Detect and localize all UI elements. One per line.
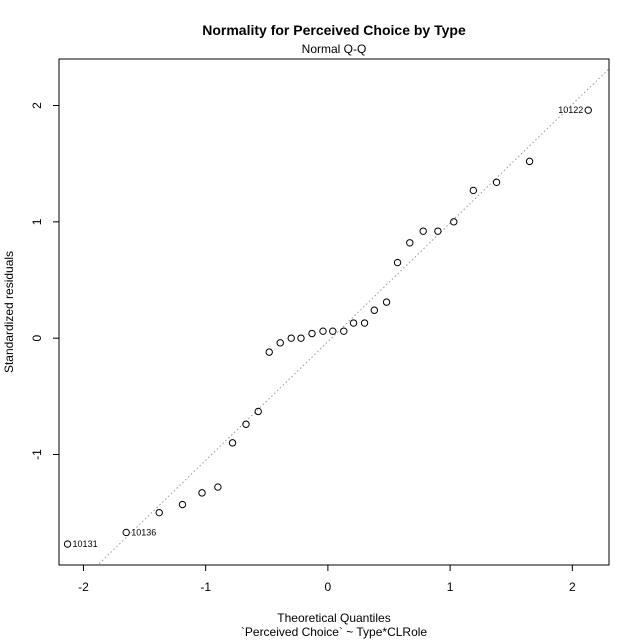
- data-point: [178, 500, 187, 509]
- y-tick-label: 0: [30, 335, 44, 342]
- x-tick-label: -2: [78, 580, 89, 594]
- reference-line: [97, 68, 609, 565]
- x-axis: -2 -1 0 1 2: [78, 565, 576, 594]
- data-points: 10131 10136 10122: [63, 105, 592, 549]
- data-point: [254, 407, 262, 416]
- y-axis: -1 0 1 2: [30, 102, 59, 460]
- x-tick-label: 0: [325, 580, 332, 594]
- data-point: [155, 508, 163, 517]
- x-tick-label: 2: [569, 580, 576, 594]
- y-tick-label: 1: [30, 218, 44, 225]
- data-point: [242, 420, 250, 428]
- chart-title: Normality for Perceived Choice by Type: [202, 22, 466, 38]
- data-point: [228, 439, 237, 447]
- data-point: [340, 327, 348, 335]
- data-point: [319, 327, 327, 335]
- x-tick-label: 1: [447, 580, 454, 594]
- point-label: 10131: [73, 539, 98, 549]
- data-point: [469, 186, 478, 195]
- data-point: [382, 298, 391, 306]
- data-point: [63, 540, 72, 548]
- plot-frame: [58, 58, 610, 566]
- data-point: [265, 348, 273, 356]
- data-point: [492, 178, 501, 187]
- y-axis-label: Standardized residuals: [2, 251, 16, 373]
- data-point: [276, 339, 284, 347]
- point-label: 10122: [558, 105, 583, 115]
- data-point: [214, 483, 222, 491]
- x-axis-sublabel: `Perceived Choice` ~ Type*CLRole: [241, 625, 428, 639]
- data-point: [198, 489, 206, 497]
- data-point: [329, 327, 337, 335]
- reference-line-group: [97, 68, 609, 565]
- data-point: [349, 319, 358, 327]
- chart-subtitle: Normal Q-Q: [302, 42, 367, 56]
- x-tick-label: -1: [200, 580, 211, 594]
- data-point: [122, 528, 130, 537]
- data-point: [450, 218, 458, 226]
- data-point: [393, 258, 402, 267]
- data-point: [308, 329, 316, 338]
- data-point: [419, 227, 427, 235]
- y-tick-label: 2: [30, 102, 44, 109]
- data-point: [287, 334, 295, 342]
- data-point: [434, 227, 442, 235]
- y-tick-label: -1: [30, 449, 44, 460]
- data-point: [297, 334, 305, 342]
- point-label: 10136: [131, 527, 156, 537]
- x-axis-label: Theoretical Quantiles: [277, 611, 390, 625]
- data-point: [525, 157, 534, 166]
- data-point: [360, 319, 369, 327]
- data-point: [584, 106, 592, 114]
- data-point: [370, 306, 379, 314]
- data-point: [406, 239, 414, 247]
